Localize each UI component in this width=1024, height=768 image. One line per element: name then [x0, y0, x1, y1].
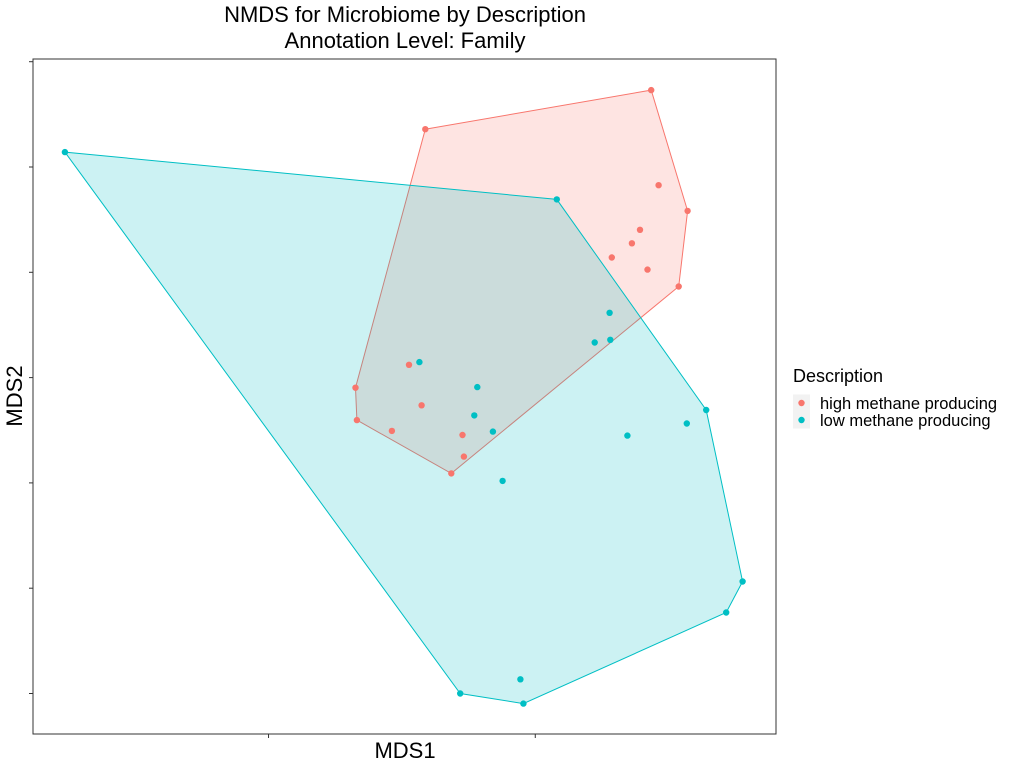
- point-low-methane-producing-13: [739, 578, 746, 585]
- point-low-methane-producing-12: [499, 477, 506, 485]
- legend-label-low-methane-producing: low methane producing: [820, 412, 991, 430]
- hull-high-methane-producing: [354, 89, 689, 475]
- point-high-methane-producing-5: [628, 240, 636, 247]
- point-low-methane-producing-4: [591, 339, 598, 346]
- point-high-methane-producing-9: [405, 361, 413, 368]
- point-low-methane-producing-6: [474, 383, 481, 391]
- chart-subtitle: Annotation Level: Family: [285, 28, 526, 53]
- point-high-methane-producing-7: [644, 266, 651, 273]
- point-low-methane-producing-1: [553, 196, 560, 203]
- point-low-methane-producing-15: [517, 676, 524, 683]
- legend-key-low-methane-producing: [798, 416, 805, 424]
- point-low-methane-producing-10: [703, 406, 710, 414]
- point-low-methane-producing-3: [607, 336, 614, 343]
- point-high-methane-producing-16: [448, 470, 455, 477]
- x-axis-title: MDS1: [374, 738, 435, 763]
- point-high-methane-producing-0: [648, 86, 655, 94]
- point-high-methane-producing-6: [608, 254, 615, 261]
- point-low-methane-producing-7: [471, 412, 478, 419]
- y-axis-title: MDS2: [2, 365, 27, 426]
- point-high-methane-producing-11: [418, 402, 425, 409]
- point-low-methane-producing-5: [416, 358, 423, 366]
- point-low-methane-producing-17: [520, 700, 527, 707]
- point-high-methane-producing-3: [684, 207, 691, 215]
- point-low-methane-producing-9: [624, 432, 631, 439]
- point-high-methane-producing-4: [636, 226, 644, 233]
- point-high-methane-producing-15: [460, 453, 468, 460]
- legend-key-high-methane-producing: [798, 399, 805, 407]
- point-low-methane-producing-16: [457, 690, 464, 697]
- legend-label-high-methane-producing: high methane producing: [820, 395, 997, 413]
- points-layer: [61, 86, 746, 707]
- legend-title: Description: [793, 366, 883, 386]
- point-low-methane-producing-14: [723, 609, 730, 616]
- point-high-methane-producing-8: [675, 283, 682, 290]
- point-low-methane-producing-8: [489, 428, 497, 435]
- point-low-methane-producing-11: [683, 420, 690, 427]
- point-high-methane-producing-12: [353, 416, 361, 424]
- hulls-layer: [63, 89, 744, 705]
- point-low-methane-producing-2: [606, 309, 613, 316]
- axis-ticks: [29, 61, 536, 738]
- point-high-methane-producing-14: [459, 431, 466, 439]
- hull-low-methane-producing: [63, 151, 744, 705]
- point-high-methane-producing-2: [655, 182, 662, 189]
- plot-panel-border: [32, 58, 777, 735]
- point-high-methane-producing-10: [352, 384, 359, 391]
- point-high-methane-producing-1: [422, 126, 429, 133]
- point-low-methane-producing-0: [61, 148, 69, 156]
- chart-title: NMDS for Microbiome by Description: [224, 2, 586, 27]
- point-high-methane-producing-13: [388, 427, 396, 435]
